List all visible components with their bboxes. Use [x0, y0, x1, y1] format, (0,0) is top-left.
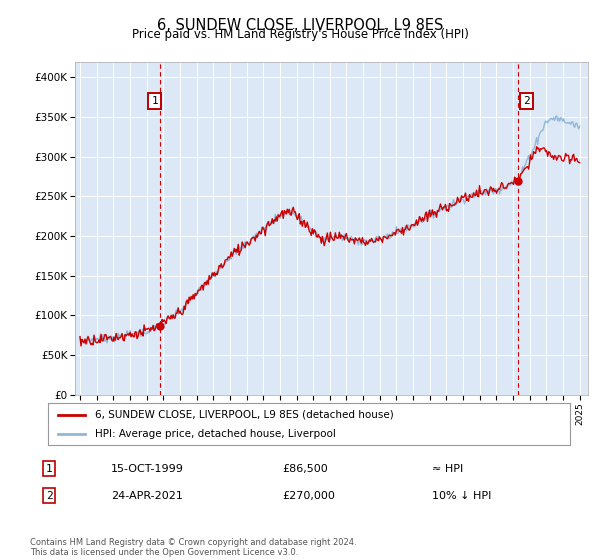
- Text: Price paid vs. HM Land Registry's House Price Index (HPI): Price paid vs. HM Land Registry's House …: [131, 28, 469, 41]
- Text: Contains HM Land Registry data © Crown copyright and database right 2024.
This d: Contains HM Land Registry data © Crown c…: [30, 538, 356, 557]
- Text: 1: 1: [46, 464, 53, 474]
- Text: HPI: Average price, detached house, Liverpool: HPI: Average price, detached house, Live…: [95, 430, 336, 439]
- Text: £270,000: £270,000: [282, 491, 335, 501]
- Text: 2: 2: [46, 491, 53, 501]
- Text: ≈ HPI: ≈ HPI: [432, 464, 463, 474]
- Text: 6, SUNDEW CLOSE, LIVERPOOL, L9 8ES (detached house): 6, SUNDEW CLOSE, LIVERPOOL, L9 8ES (deta…: [95, 410, 394, 420]
- Text: 2: 2: [523, 96, 530, 106]
- Text: 15-OCT-1999: 15-OCT-1999: [111, 464, 184, 474]
- Text: £86,500: £86,500: [282, 464, 328, 474]
- Text: 6, SUNDEW CLOSE, LIVERPOOL, L9 8ES: 6, SUNDEW CLOSE, LIVERPOOL, L9 8ES: [157, 18, 443, 33]
- Text: 10% ↓ HPI: 10% ↓ HPI: [432, 491, 491, 501]
- Text: 24-APR-2021: 24-APR-2021: [111, 491, 183, 501]
- Text: 1: 1: [151, 96, 158, 106]
